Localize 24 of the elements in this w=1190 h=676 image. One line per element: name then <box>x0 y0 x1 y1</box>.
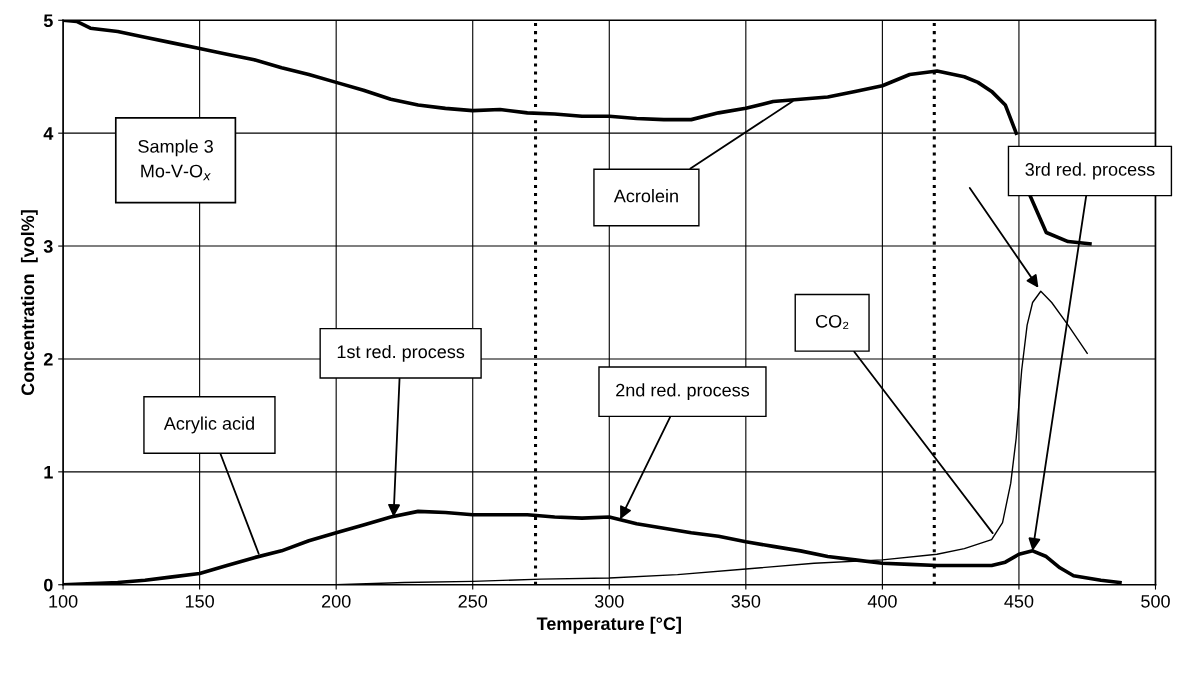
x-tick-label: 450 <box>1004 594 1034 608</box>
y-tick-label: 3 <box>43 240 53 253</box>
x-tick-label: 200 <box>322 594 351 608</box>
y-axis-title: Concentration [vol%] <box>20 210 38 396</box>
y-tick-label: 5 <box>43 14 53 27</box>
text: CO₂ <box>816 314 849 330</box>
text: Acrylic acid <box>163 416 254 434</box>
x-tick-label: 100 <box>49 594 78 608</box>
text: Acrolein <box>613 189 678 203</box>
annotation: Sample 3 Mo-V-O$_{x}$ <box>138 139 213 181</box>
x-axis-title: Temperature [°C] <box>536 616 681 634</box>
x-tick-label: 150 <box>185 594 214 608</box>
y-tick-label: 2 <box>43 352 53 366</box>
x-tick-label: 300 <box>594 594 624 608</box>
annotation: 2nd red. process <box>616 383 750 401</box>
x-tick-label: 250 <box>458 594 488 608</box>
annotation: 3rd red. process <box>1025 162 1155 180</box>
annotation: 1st red. process <box>337 344 465 362</box>
y-tick-label: 4 <box>43 127 54 140</box>
x-tick-label: 500 <box>1141 594 1170 608</box>
x-tick-label: 350 <box>731 594 761 608</box>
y-tick-label: 1 <box>44 465 53 479</box>
y-tick-label: 0 <box>44 578 53 592</box>
x-tick-label: 400 <box>867 594 897 608</box>
